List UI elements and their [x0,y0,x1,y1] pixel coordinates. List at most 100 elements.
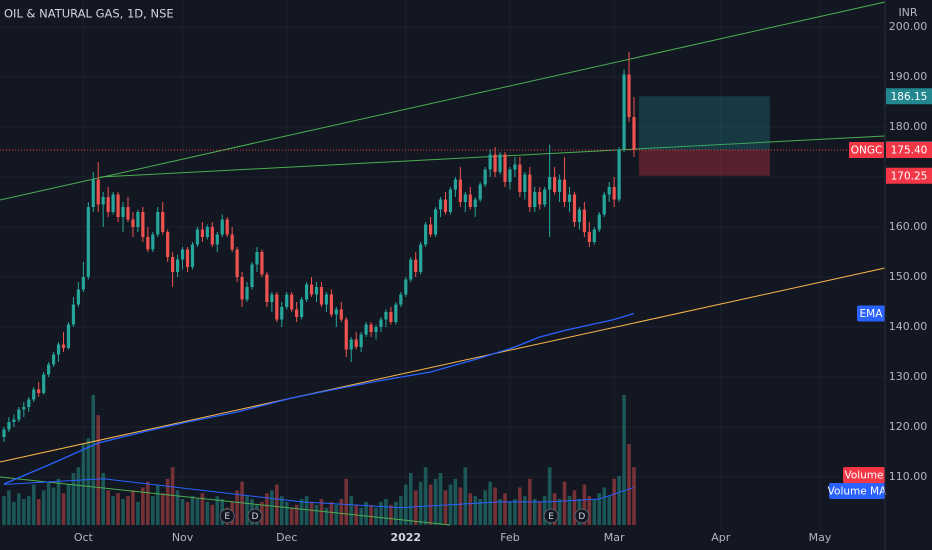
volume-bar [304,496,309,525]
candle-body [553,177,557,192]
candle-body [478,184,482,200]
volume-bar [344,478,349,525]
candle-body [47,364,51,375]
volume-bar [523,496,527,525]
candle-body [548,177,552,190]
candle-body [394,304,398,322]
volume-bar [324,507,329,525]
volume-bar [17,493,21,525]
candle-body [71,304,76,325]
candle-body [533,192,537,207]
candle-body [528,174,532,207]
candle-body [309,284,314,295]
x-tick-label: Mar [604,531,625,544]
candle-body [483,169,487,185]
candle-body [185,249,190,267]
candle-body [513,164,517,170]
indicator-tag [829,483,885,499]
volume-bar [106,490,110,525]
volume-bar [235,490,239,525]
candle-body [166,232,170,257]
candle-body [37,389,41,393]
candle-body [424,224,428,245]
volume-bar [349,496,354,525]
ema-line [3,312,635,485]
candle-body [42,374,46,393]
candle-body [473,199,477,207]
volume-bar [51,487,56,525]
candle-body [61,344,66,348]
x-tick-label: May [809,531,832,544]
candle-body [364,324,368,335]
candle-body [81,277,85,290]
candle-body [419,244,423,272]
candle-body [220,219,224,235]
candle-body [592,229,596,242]
volume-bar [91,395,96,525]
candle-body [572,194,577,222]
candle-body [602,194,606,215]
volume-bar [190,496,195,525]
indicator-tag [857,305,885,322]
candle-body [468,194,472,207]
candle-body [498,154,502,172]
volume-bar [443,490,448,525]
candle-body [106,197,110,212]
volume-bar [552,493,557,525]
candle-body [141,212,145,237]
volume-bar [141,487,145,525]
candle-body [389,312,393,322]
volume-bar [463,467,468,525]
volume-bar [532,499,537,525]
volume-bar [284,501,289,525]
candle-body [443,199,448,212]
volume-bar [200,493,205,525]
volume-bar [557,499,562,525]
candle-body [126,207,130,220]
volume-bar [622,395,626,525]
candle-body [101,197,105,205]
volume-bar [26,496,31,525]
trend-line [0,1,886,201]
volume-bar [155,484,160,525]
volume-bar [111,496,115,525]
candle-body [7,422,11,430]
candle-body [295,309,299,317]
volume-bar [433,478,438,525]
volume-bar [562,481,567,525]
candle-body [190,244,195,267]
candle-body [230,234,234,250]
volume-bar [56,478,61,525]
candle-body [171,257,175,272]
x-tick-label: Oct [74,531,94,544]
volume-bar [96,415,101,525]
volume-bar [597,493,602,525]
volume-bar [394,501,398,525]
candle-body [180,249,185,260]
volume-bar [518,487,522,525]
event-label: E [224,512,230,522]
x-tick-label: 2022 [390,531,421,544]
trend-line [100,135,886,178]
indicator-tag-label: Volume MA [828,486,887,498]
volume-bar [180,499,185,525]
candle-body [250,264,254,287]
candle-body [255,252,259,265]
volume-bar [592,499,597,525]
candle-body [324,294,329,305]
event-label: D [252,512,259,522]
candle-body [235,249,239,277]
volume-bar [279,496,284,525]
volume-bar [483,490,487,525]
candle-body [200,229,204,237]
event-marker [574,508,590,524]
event-label: D [578,512,585,522]
volume-bar [547,467,552,525]
volume-bar [146,481,150,525]
candle-body [280,307,284,320]
volume-bar [364,501,368,525]
candle-body [538,192,542,205]
volume-bar [86,438,91,525]
